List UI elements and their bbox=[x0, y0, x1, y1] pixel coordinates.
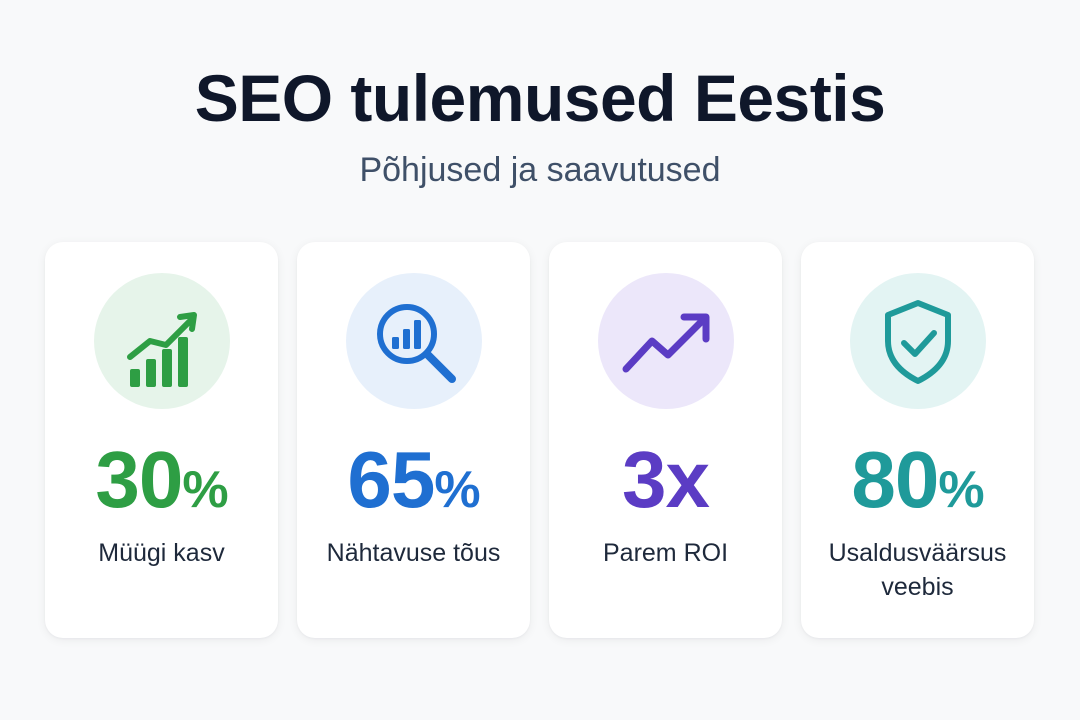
stat-label: Müügi kasv bbox=[98, 539, 225, 567]
stat-card-sales: 30% Müügi kasv bbox=[45, 242, 278, 638]
trend-arrow-icon bbox=[598, 273, 734, 409]
stat-value: 80% bbox=[851, 435, 984, 524]
stat-value: 30% bbox=[95, 435, 228, 524]
stat-label: Parem ROI bbox=[602, 539, 729, 567]
stat-card-trust: 80% Usaldusväärsus veebis bbox=[801, 242, 1034, 638]
stat-label: Nähtavuse tõus bbox=[326, 539, 501, 567]
page-title: SEO tulemused Eestis bbox=[194, 61, 886, 135]
stat-card-roi: 3x Parem ROI bbox=[549, 242, 782, 638]
stat-label: Usaldusväärsus veebis bbox=[828, 539, 1007, 601]
stat-value: 65% bbox=[347, 435, 480, 524]
stats-cards: 30% Müügi kasv 65% Nähtavuse tõus 3x Par… bbox=[45, 242, 1035, 638]
stat-card-visibility: 65% Nähtavuse tõus bbox=[297, 242, 530, 638]
magnifier-chart-icon bbox=[346, 273, 482, 409]
stat-value: 3x bbox=[622, 435, 710, 524]
page-subtitle: Põhjused ja saavutused bbox=[359, 151, 721, 189]
growth-chart-icon bbox=[94, 273, 230, 409]
shield-check-icon bbox=[850, 273, 986, 409]
